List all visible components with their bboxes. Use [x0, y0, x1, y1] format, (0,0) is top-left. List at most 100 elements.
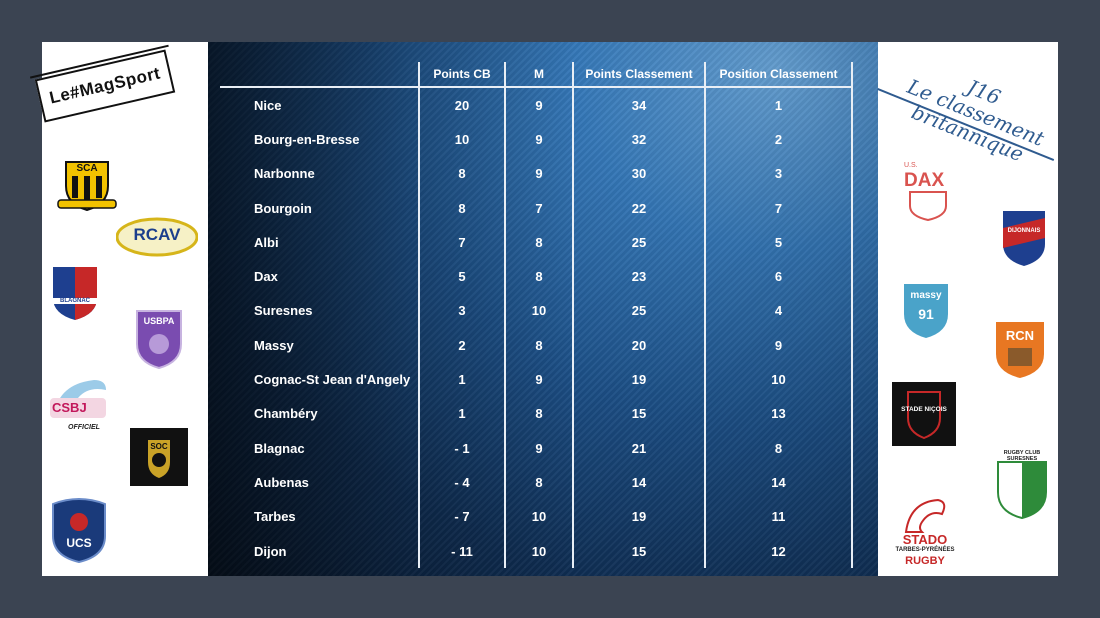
blagnac-logo: BLAGNAC [50, 264, 100, 322]
table-row: Bourg-en-Bresse 10 9 32 2 [220, 122, 853, 157]
table-row: Tarbes - 7 10 19 11 [220, 499, 853, 534]
stade-nicois-logo: STADE NIÇOIS [892, 382, 956, 446]
team-cell: Dax [254, 269, 278, 285]
points-classement-cell: 22 [572, 190, 705, 226]
dax-logo: U.S. DAX [902, 162, 954, 224]
matches-cell: 7 [504, 190, 573, 226]
sca-logo: SCA [52, 154, 122, 214]
ucs-logo: UCS [50, 496, 108, 564]
points-classement-cell: 19 [572, 499, 705, 534]
points-classement-cell: 23 [572, 259, 705, 294]
team-cell: Nice [254, 97, 282, 113]
magsport-logo: Le#MagSport [29, 44, 176, 123]
team-cell: Blagnac [254, 440, 305, 456]
points-cb-cell: - 4 [418, 465, 505, 500]
position-classement-cell: 4 [704, 293, 853, 329]
points-cb-cell: 5 [418, 259, 505, 294]
points-classement-cell: 21 [572, 430, 705, 466]
matches-cell: 8 [504, 225, 573, 260]
blagnac-text: BLAGNAC [60, 298, 90, 304]
table-row: Albi 7 8 25 5 [220, 225, 853, 260]
team-cell: Bourgoin [254, 200, 312, 216]
points-cb-cell: - 7 [418, 499, 505, 534]
suresnes-text: RUGBY CLUB SURESNES [1003, 450, 1041, 462]
points-classement-cell: 30 [572, 156, 705, 191]
dax-text: DAX [904, 170, 945, 191]
points-classement-cell: 19 [572, 362, 705, 397]
table-row: Blagnac - 1 9 21 8 [220, 430, 853, 466]
position-classement-cell: 10 [704, 362, 853, 397]
points-cb-cell: - 11 [418, 533, 505, 569]
points-classement-cell: 20 [572, 328, 705, 363]
stado-text: STADO [902, 532, 948, 547]
csbj-logo: CSBJ OFFICIEL [48, 376, 112, 436]
points-cb-cell: 7 [418, 225, 505, 260]
team-cell: Dijon [254, 543, 287, 559]
matches-cell: 9 [504, 122, 573, 157]
points-classement-cell: 34 [572, 87, 705, 123]
csbj-text: CSBJ [52, 400, 87, 415]
matches-cell: 8 [504, 259, 573, 294]
rcn-text: RCN [1005, 328, 1035, 343]
points-classement-cell: 32 [572, 122, 705, 157]
dax-top-text: U.S. [904, 162, 918, 169]
table-row: Massy 2 8 20 9 [220, 328, 853, 363]
points-classement-cell: 25 [572, 293, 705, 329]
matches-cell: 10 [504, 533, 573, 569]
position-classement-cell: 5 [704, 225, 853, 260]
position-classement-cell: 11 [704, 499, 853, 534]
stado-sub: TARBES-PYRÉNÉES [895, 547, 955, 553]
team-cell: Narbonne [254, 166, 315, 182]
table-row: Dax 5 8 23 6 [220, 259, 853, 294]
table-row: Cognac-St Jean d'Angely 1 9 19 10 [220, 362, 853, 397]
points-cb-cell: 1 [418, 396, 505, 431]
table-row: Suresnes 3 10 25 4 [220, 293, 853, 329]
points-cb-cell: 8 [418, 190, 505, 226]
massy-sub: 91 [918, 306, 934, 322]
header-position-classement: Position Classement [704, 62, 853, 88]
header-points-classement: Points Classement [572, 62, 705, 88]
points-cb-cell: 8 [418, 156, 505, 191]
points-cb-cell: 20 [418, 87, 505, 123]
matches-cell: 10 [504, 499, 573, 534]
points-classement-cell: 15 [572, 533, 705, 569]
massy-logo: massy 91 [900, 280, 952, 340]
matches-cell: 9 [504, 362, 573, 397]
stade-nicois-text: STADE NIÇOIS [901, 406, 947, 413]
table-row: Narbonne 8 9 30 3 [220, 156, 853, 191]
position-classement-cell: 14 [704, 465, 853, 500]
position-classement-cell: 13 [704, 396, 853, 431]
rcav-text: RCAV [133, 225, 181, 244]
matches-cell: 8 [504, 328, 573, 363]
position-classement-cell: 7 [704, 190, 853, 226]
table-row: Chambéry 1 8 15 13 [220, 396, 853, 431]
standings-board: Points CB M Points Classement Position C… [208, 42, 878, 576]
team-cell: Albi [254, 234, 279, 250]
team-cell: Aubenas [254, 474, 309, 490]
dijon-logo: DIJONNAIS [1000, 208, 1048, 268]
matches-cell: 8 [504, 465, 573, 500]
header-matches: M [504, 62, 573, 88]
suresnes-logo: RUGBY CLUB SURESNES [992, 448, 1052, 520]
soc-text: SOC [150, 442, 168, 451]
graphic-frame: Le#MagSport SCA RCAV BLAGNAC [29, 42, 1058, 576]
points-cb-cell: 10 [418, 122, 505, 157]
points-cb-cell: 2 [418, 328, 505, 363]
points-cb-cell: 3 [418, 293, 505, 329]
table-body: Nice 20 9 34 1 Bourg-en-Bresse 10 9 32 2 Narbonne 8… [220, 87, 853, 569]
team-cell: Suresnes [254, 303, 313, 319]
position-classement-cell: 2 [704, 122, 853, 157]
team-cell: Chambéry [254, 406, 318, 422]
stado-tag: RUGBY [905, 555, 945, 567]
standings-title: J16 Le classement britannique [889, 52, 1062, 173]
usbpa-logo: USBPA [134, 308, 184, 370]
team-cell: Massy [254, 337, 294, 353]
position-classement-cell: 12 [704, 533, 853, 569]
table-header-row: Points CB M Points Classement Position C… [220, 62, 853, 88]
massy-text: massy [910, 290, 942, 301]
table-row: Dijon - 11 10 15 12 [220, 533, 853, 569]
points-classement-cell: 14 [572, 465, 705, 500]
rcn-logo: RCN [992, 318, 1048, 380]
team-cell: Cognac-St Jean d'Angely [254, 372, 411, 388]
usbpa-text: USBPA [143, 316, 175, 326]
